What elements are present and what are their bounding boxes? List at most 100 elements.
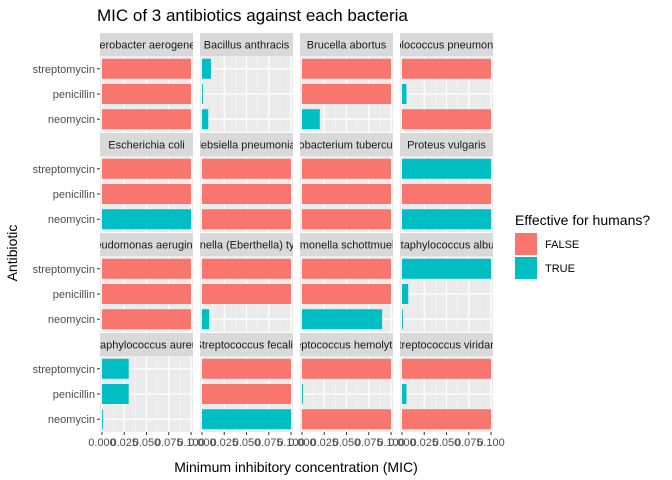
- bar-neomycin: [302, 309, 383, 330]
- facet-strip: [100, 133, 193, 156]
- x-tick-label: 0.000: [88, 437, 116, 449]
- x-tick-label: 0.075: [455, 437, 483, 449]
- x-tick-label: 0.075: [355, 437, 383, 449]
- bar-penicillin: [402, 384, 407, 404]
- x-tick-label: 0.100: [377, 437, 405, 449]
- x-tick-label: 0.050: [233, 437, 261, 449]
- y-axis-tick-labels: streptomycin penicillin neomycin streptomyc…: [33, 64, 100, 426]
- bar-streptomycin: [202, 358, 291, 379]
- x-tick-label: 0.100: [177, 437, 205, 449]
- bar-neomycin: [402, 109, 491, 130]
- bar-streptomycin: [402, 358, 491, 379]
- y-tick-label: penicillin: [53, 189, 95, 201]
- bar-penicillin: [202, 84, 203, 104]
- bar-penicillin: [102, 184, 191, 204]
- facet-strip-label: Escherichia coli: [108, 140, 184, 152]
- bar-neomycin: [102, 209, 191, 230]
- bar-penicillin: [302, 284, 391, 304]
- bar-neomycin: [302, 109, 320, 130]
- facet-panels: Aerobacter aerogenes Bacillus anthracis Br…: [92, 33, 508, 432]
- facet-strip-label: Aerobacter aerogenes: [92, 40, 201, 52]
- bar-penicillin: [102, 84, 191, 104]
- legend-entries: FALSE TRUE: [515, 233, 579, 279]
- bar-streptomycin: [302, 358, 391, 379]
- bar-streptomycin: [302, 58, 391, 79]
- facet-strip: [200, 233, 293, 256]
- x-tick-label: 0.100: [277, 437, 305, 449]
- x-tick-label: 0.050: [333, 437, 361, 449]
- bar-penicillin: [302, 384, 303, 404]
- facet-strip-label: Streptococcus fecalis: [195, 340, 299, 352]
- legend-label: TRUE: [545, 263, 575, 275]
- facet-panel: Escherichia coli: [100, 133, 193, 232]
- facet-strip: [300, 33, 393, 56]
- bar-streptomycin: [202, 158, 291, 179]
- facet-panel: Streptococcus fecalis: [195, 333, 299, 432]
- bar-streptomycin: [402, 158, 491, 179]
- bar-neomycin: [102, 309, 191, 330]
- y-tick-label: neomycin: [48, 314, 95, 326]
- x-tick-label: 0.100: [477, 437, 505, 449]
- x-tick-label: 0.025: [210, 437, 238, 449]
- facet-strip-label: Salmonella (Eberthella) typhosa: [169, 240, 326, 252]
- bar-penicillin: [202, 384, 291, 404]
- y-tick-label: neomycin: [48, 414, 95, 426]
- facet-strip: [300, 333, 393, 356]
- facet-strip: [300, 233, 393, 256]
- bar-neomycin: [102, 109, 191, 130]
- x-tick-label: 0.000: [288, 437, 316, 449]
- y-tick-label: streptomycin: [33, 64, 95, 76]
- y-tick-label: penicillin: [53, 389, 95, 401]
- facet-strip: [300, 133, 393, 156]
- facet-panel: Pseudomonas aeruginosa: [100, 233, 193, 332]
- bar-streptomycin: [202, 58, 211, 79]
- bar-streptomycin: [102, 258, 191, 279]
- bar-penicillin: [302, 184, 391, 204]
- facet-strip-label: Proteus vulgaris: [407, 140, 486, 152]
- bar-neomycin: [202, 309, 210, 330]
- bar-penicillin: [402, 284, 409, 304]
- legend-title: Effective for humans?: [515, 212, 650, 228]
- y-tick-label: streptomycin: [33, 264, 95, 276]
- y-tick-label: neomycin: [48, 114, 95, 126]
- facet-strip-label: Diplococcus pneumoniae: [385, 40, 508, 52]
- facet-panel: Salmonella schottmuelleri: [300, 233, 393, 332]
- bar-penicillin: [102, 384, 129, 404]
- bar-penicillin: [402, 84, 407, 104]
- facet-strip: [200, 333, 293, 356]
- x-tick-label: 0.025: [310, 437, 338, 449]
- legend-key-false: [515, 233, 537, 255]
- facet-strip-label: Mycobacterium tuberculosis: [278, 140, 415, 152]
- bar-penicillin: [202, 284, 291, 304]
- facet-panel: Staphylococcus aureus: [100, 333, 193, 432]
- bar-penicillin: [202, 184, 291, 204]
- facet-panel: Brucella abortus: [300, 33, 393, 132]
- legend-key-true: [515, 257, 537, 279]
- x-axis-title: Minimum inhibitory concentration (MIC): [174, 459, 418, 475]
- facet-panel: Aerobacter aerogenes: [92, 33, 201, 132]
- bar-streptomycin: [402, 58, 491, 79]
- bar-neomycin: [302, 209, 391, 230]
- facet-strip: [400, 333, 493, 356]
- facet-panel: Klebsiella pneumoniae: [200, 133, 293, 232]
- bar-neomycin: [202, 409, 291, 430]
- x-axis-tick-labels: 0.0000.0250.0500.0750.1000.0000.0250.050…: [88, 432, 505, 449]
- facet-strip: [400, 33, 493, 56]
- facet-panel: Staphylococcus albus: [400, 233, 493, 332]
- bar-neomycin: [402, 409, 491, 430]
- facet-strip-label: Bacillus anthracis: [204, 40, 290, 52]
- bar-streptomycin: [402, 258, 491, 279]
- facet-panel: Proteus vulgaris: [400, 133, 493, 232]
- x-tick-label: 0.075: [255, 437, 283, 449]
- x-tick-label: 0.000: [188, 437, 216, 449]
- y-tick-label: penicillin: [53, 289, 95, 301]
- x-tick-label: 0.025: [110, 437, 138, 449]
- facet-strip-label: Streptococcus viridans: [391, 340, 502, 352]
- bar-streptomycin: [102, 58, 191, 79]
- facet-strip-label: Streptococcus hemolyticus: [281, 340, 412, 352]
- x-tick-label: 0.025: [410, 437, 438, 449]
- bar-penicillin: [402, 184, 491, 204]
- chart-title: MIC of 3 antibiotics against each bacter…: [97, 6, 408, 25]
- y-tick-label: neomycin: [48, 214, 95, 226]
